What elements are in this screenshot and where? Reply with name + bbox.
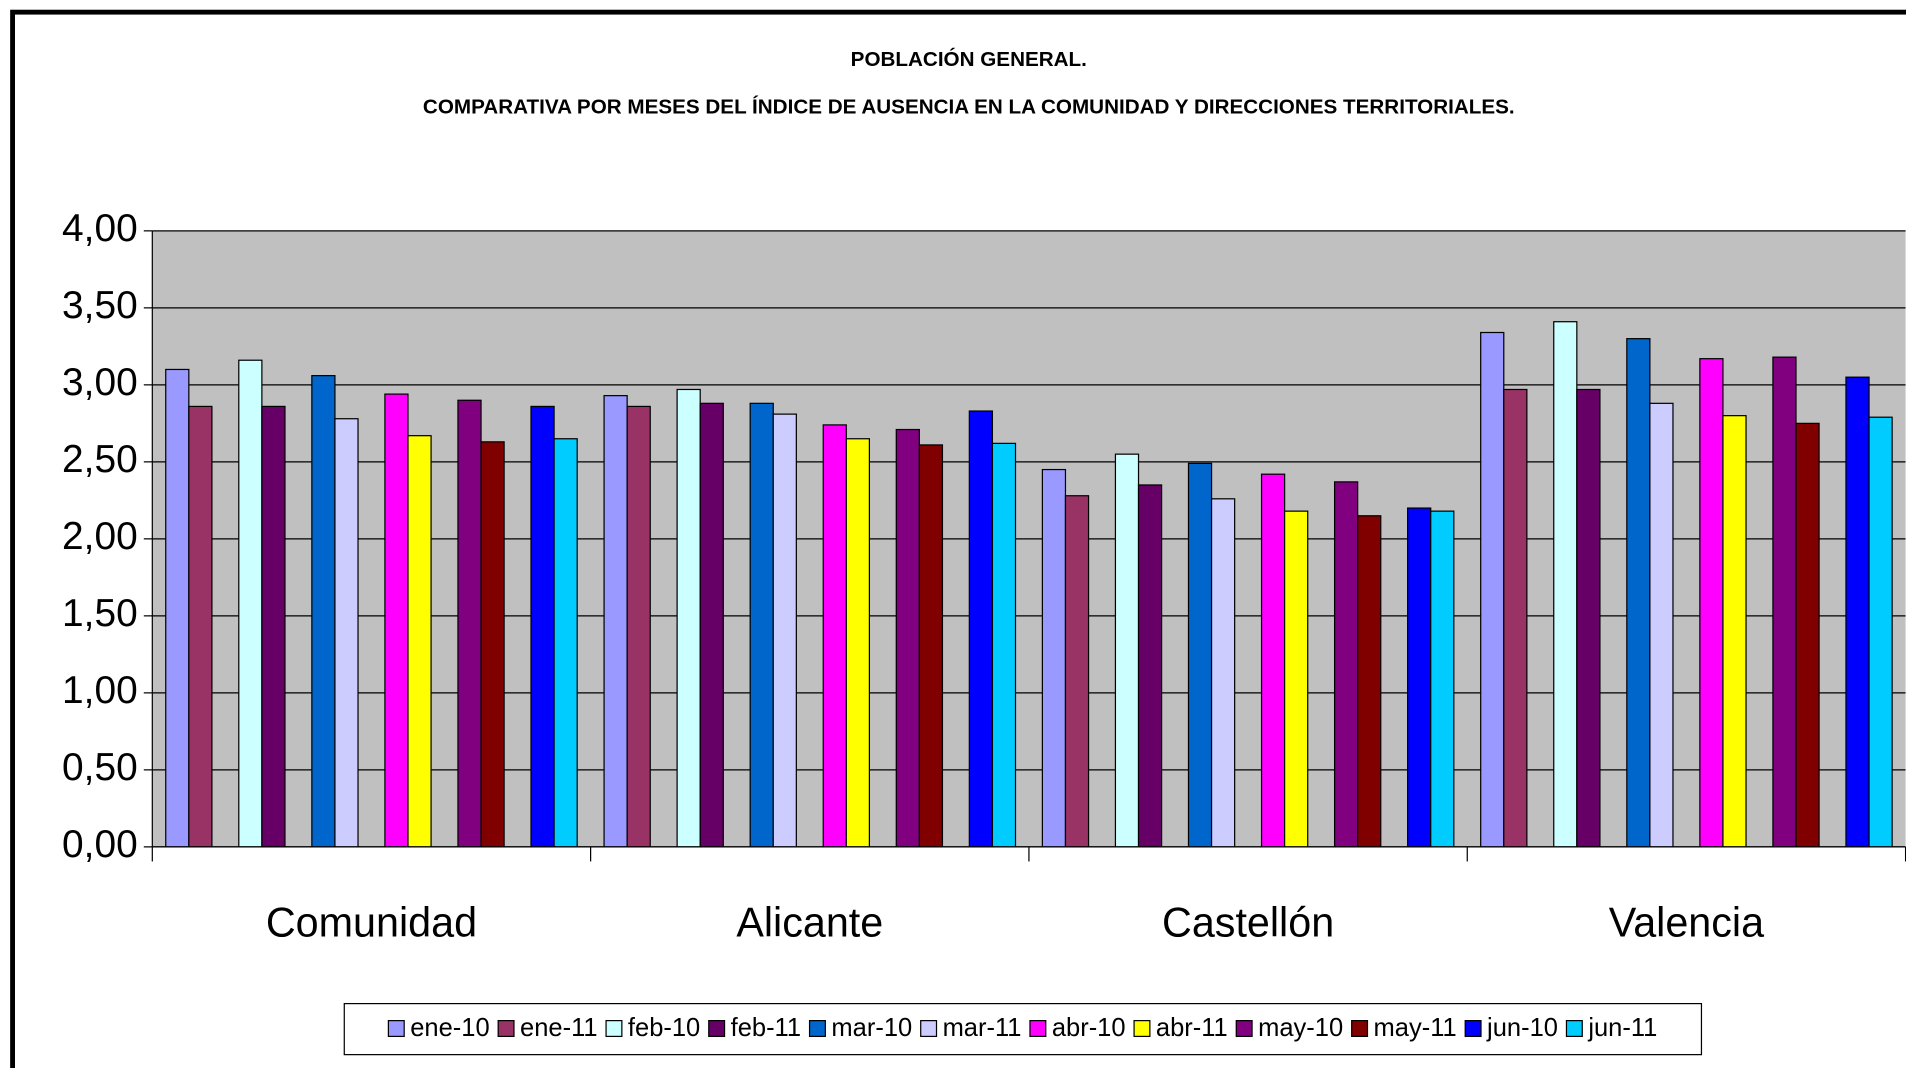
x-tick-label: Comunidad bbox=[266, 900, 477, 946]
bar bbox=[1772, 356, 1797, 848]
bar bbox=[1137, 484, 1163, 848]
bar bbox=[968, 410, 994, 848]
bar bbox=[188, 405, 213, 848]
x-tick-label: Valencia bbox=[1609, 900, 1764, 946]
legend-label: jun-11 bbox=[1587, 1014, 1657, 1042]
bar bbox=[1503, 388, 1528, 848]
bar bbox=[1284, 510, 1309, 848]
bar bbox=[311, 375, 336, 848]
legend-label: abr-11 bbox=[1156, 1014, 1228, 1042]
bar bbox=[1064, 495, 1090, 848]
legend-swatch bbox=[387, 1020, 405, 1038]
legend-label: ene-10 bbox=[410, 1014, 489, 1042]
bar bbox=[1722, 415, 1747, 848]
legend-swatch bbox=[605, 1020, 623, 1038]
bar bbox=[1795, 422, 1820, 848]
chart-title: POBLACIÓN GENERAL. bbox=[851, 47, 1087, 71]
bar bbox=[457, 399, 482, 848]
legend-label: mar-10 bbox=[831, 1014, 912, 1042]
bar bbox=[384, 393, 409, 848]
bar bbox=[1868, 416, 1893, 848]
bar bbox=[1649, 402, 1674, 848]
bar bbox=[699, 402, 724, 848]
bar bbox=[480, 441, 505, 848]
y-tick-label: 4,00 bbox=[62, 207, 138, 250]
bar bbox=[822, 424, 847, 848]
chart-subtitle: COMPARATIVA POR MESES DEL ÍNDICE DE AUSE… bbox=[423, 96, 1515, 119]
bar bbox=[1576, 388, 1601, 848]
bar bbox=[1114, 453, 1140, 848]
bar bbox=[238, 359, 263, 848]
legend-label: feb-11 bbox=[731, 1014, 801, 1042]
y-tick-label: 1,50 bbox=[62, 592, 138, 635]
bar bbox=[1187, 462, 1213, 848]
y-tick-label: 0,00 bbox=[62, 823, 138, 866]
bar bbox=[1480, 331, 1505, 848]
legend-swatch bbox=[1464, 1020, 1482, 1038]
bar bbox=[1626, 338, 1651, 848]
bar bbox=[530, 405, 555, 848]
legend-label: feb-10 bbox=[628, 1014, 700, 1042]
bar bbox=[1553, 321, 1578, 848]
bar bbox=[991, 442, 1017, 848]
bar bbox=[1845, 376, 1870, 848]
bar bbox=[1407, 507, 1432, 848]
bar bbox=[334, 418, 359, 848]
bar bbox=[1260, 473, 1286, 848]
bar bbox=[895, 428, 920, 848]
legend-swatch bbox=[920, 1020, 938, 1038]
bar bbox=[626, 405, 651, 848]
bar bbox=[553, 438, 578, 848]
bar bbox=[1699, 358, 1724, 848]
bar bbox=[261, 405, 286, 848]
legend-swatch bbox=[1565, 1020, 1583, 1038]
legend-swatch bbox=[808, 1020, 826, 1038]
legend-swatch bbox=[1133, 1020, 1151, 1038]
bar bbox=[918, 444, 944, 848]
legend-label: may-10 bbox=[1258, 1014, 1343, 1042]
bar bbox=[772, 413, 797, 848]
bar bbox=[1430, 510, 1455, 848]
y-tick-label: 2,00 bbox=[62, 515, 138, 558]
x-tick-label: Alicante bbox=[736, 900, 883, 946]
y-tick-label: 0,50 bbox=[62, 746, 138, 789]
legend-swatch bbox=[1235, 1020, 1253, 1038]
y-tick-label: 1,00 bbox=[62, 669, 138, 712]
bar bbox=[407, 435, 432, 848]
legend-label: mar-11 bbox=[943, 1014, 1022, 1042]
bar bbox=[1041, 468, 1067, 848]
legend-label: may-11 bbox=[1374, 1014, 1457, 1042]
bar bbox=[603, 395, 628, 848]
legend-swatch bbox=[1029, 1020, 1047, 1038]
bar bbox=[676, 388, 701, 848]
bar bbox=[845, 438, 870, 848]
legend-swatch bbox=[1351, 1020, 1369, 1038]
legend-label: abr-10 bbox=[1052, 1014, 1126, 1042]
legend-label: jun-10 bbox=[1486, 1014, 1558, 1042]
legend-swatch bbox=[497, 1020, 515, 1038]
y-tick-label: 3,50 bbox=[62, 284, 138, 327]
y-tick-label: 3,00 bbox=[62, 361, 138, 404]
bar bbox=[1333, 481, 1359, 848]
legend-swatch bbox=[708, 1020, 726, 1038]
y-tick-label: 2,50 bbox=[62, 438, 138, 481]
bar bbox=[1357, 515, 1382, 848]
bar bbox=[165, 368, 190, 848]
legend-label: ene-11 bbox=[520, 1014, 598, 1042]
bar bbox=[749, 402, 774, 848]
bar bbox=[1210, 498, 1236, 848]
x-tick-label: Castellón bbox=[1162, 900, 1334, 946]
